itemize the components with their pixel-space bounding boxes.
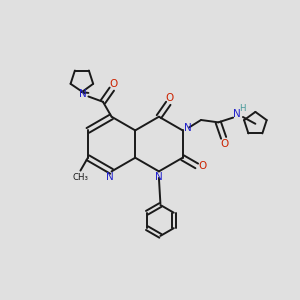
Text: N: N [155,172,163,182]
Text: O: O [199,161,207,171]
Text: N: N [184,123,192,133]
Text: O: O [221,139,229,149]
Text: N: N [79,88,87,98]
Text: N: N [106,172,114,182]
Text: N: N [233,109,241,119]
Text: O: O [110,79,118,89]
Text: CH₃: CH₃ [72,172,88,182]
Text: H: H [239,104,245,113]
Text: O: O [166,93,174,103]
